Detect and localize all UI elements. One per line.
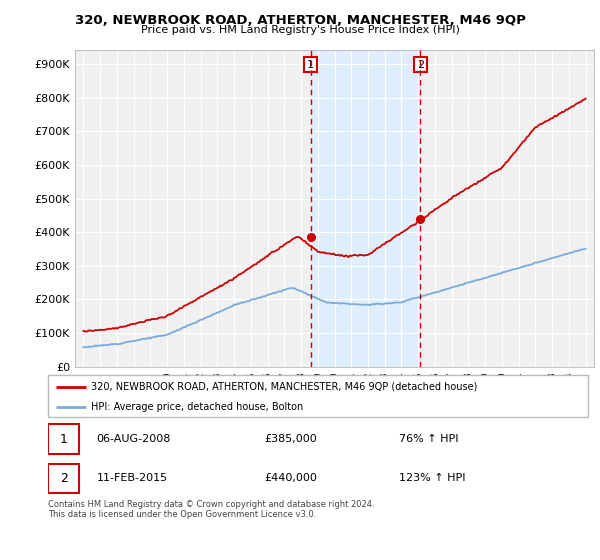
Text: 1: 1	[60, 432, 68, 446]
Text: Price paid vs. HM Land Registry's House Price Index (HPI): Price paid vs. HM Land Registry's House …	[140, 25, 460, 35]
Text: £440,000: £440,000	[264, 473, 317, 483]
Text: 2: 2	[416, 59, 424, 69]
FancyBboxPatch shape	[48, 464, 79, 493]
Text: 2: 2	[60, 472, 68, 485]
Text: Contains HM Land Registry data © Crown copyright and database right 2024.
This d: Contains HM Land Registry data © Crown c…	[48, 500, 374, 519]
Text: 123% ↑ HPI: 123% ↑ HPI	[399, 473, 466, 483]
Text: 76% ↑ HPI: 76% ↑ HPI	[399, 434, 458, 444]
Text: £385,000: £385,000	[264, 434, 317, 444]
Text: HPI: Average price, detached house, Bolton: HPI: Average price, detached house, Bolt…	[91, 402, 304, 412]
Text: 320, NEWBROOK ROAD, ATHERTON, MANCHESTER, M46 9QP (detached house): 320, NEWBROOK ROAD, ATHERTON, MANCHESTER…	[91, 382, 478, 392]
Text: 11-FEB-2015: 11-FEB-2015	[97, 473, 168, 483]
FancyBboxPatch shape	[48, 375, 588, 417]
FancyBboxPatch shape	[48, 424, 79, 454]
Text: 320, NEWBROOK ROAD, ATHERTON, MANCHESTER, M46 9QP: 320, NEWBROOK ROAD, ATHERTON, MANCHESTER…	[74, 14, 526, 27]
Text: 1: 1	[307, 59, 314, 69]
Text: 06-AUG-2008: 06-AUG-2008	[97, 434, 171, 444]
Bar	[311, 50, 420, 367]
